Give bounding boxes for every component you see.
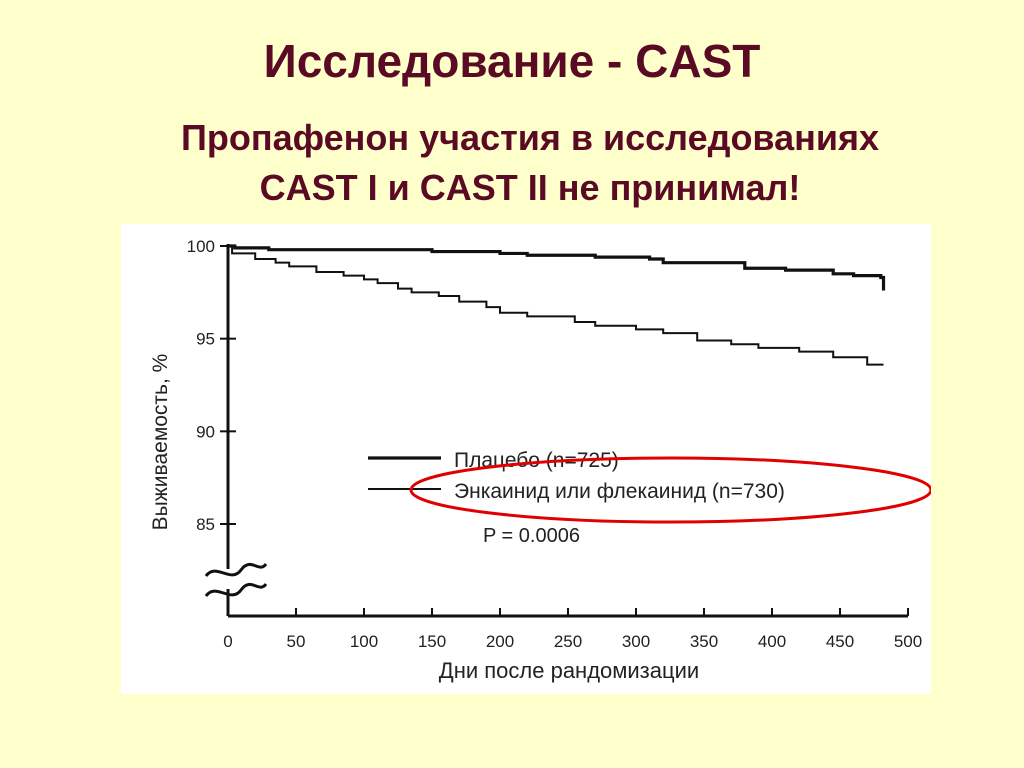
x-tick-label: 450: [826, 632, 854, 651]
subtitle-line-2: CAST I и CAST II не принимал!: [259, 167, 801, 208]
series-line-placebo: [228, 244, 886, 291]
legend: Плацебо (n=725) Энкаинид или флекаинид (…: [368, 449, 785, 547]
chart-panel: 0 50 100 150 200 250 300 350 400 450 500 85 90 95 100 …: [121, 224, 933, 694]
p-value-annotation: P = 0.0006: [483, 525, 580, 547]
legend-label-encainide: Энкаинид или флекаинид (n=730): [454, 480, 785, 503]
x-tick-label: 50: [287, 632, 306, 651]
chart-axes: [204, 244, 908, 618]
subtitle-line-1: Пропафенон участия в исследованиях: [180, 117, 880, 158]
series-group: [228, 244, 886, 366]
axis-break-mark: [204, 562, 268, 578]
survival-chart: 0 50 100 150 200 250 300 350 400 450 500859095100 …: [149, 237, 933, 683]
series-line-encainide-flecainide: [228, 245, 884, 366]
x-tick-label: 100: [350, 632, 378, 651]
x-tick-label: 250: [554, 632, 582, 651]
axis-break-mark: [204, 582, 268, 598]
x-tick-label: 400: [758, 632, 786, 651]
y-tick-label: 100: [187, 237, 215, 256]
x-tick-label: 150: [418, 632, 446, 651]
tick-group: 0 50 100 150 200 250 300 350 400 450 500 85 90 95 100: [187, 237, 923, 651]
x-tick-label: 500: [894, 632, 922, 651]
y-axis-label: Выживаемость, %: [149, 354, 172, 531]
y-tick-label: 90: [196, 422, 215, 441]
y-tick-label: 85: [196, 515, 215, 534]
x-tick-label: 350: [690, 632, 718, 651]
x-tick-label: 300: [622, 632, 650, 651]
slide-title: Исследование - CAST: [263, 35, 761, 87]
x-tick-label: 0: [223, 632, 232, 651]
x-tick-label: 200: [486, 632, 514, 651]
x-axis-label: Дни после рандомизации: [439, 658, 699, 683]
slide-subtitle: Пропафенон участия в исследованиях CAST …: [60, 113, 1000, 213]
y-tick-label: 95: [196, 330, 215, 349]
